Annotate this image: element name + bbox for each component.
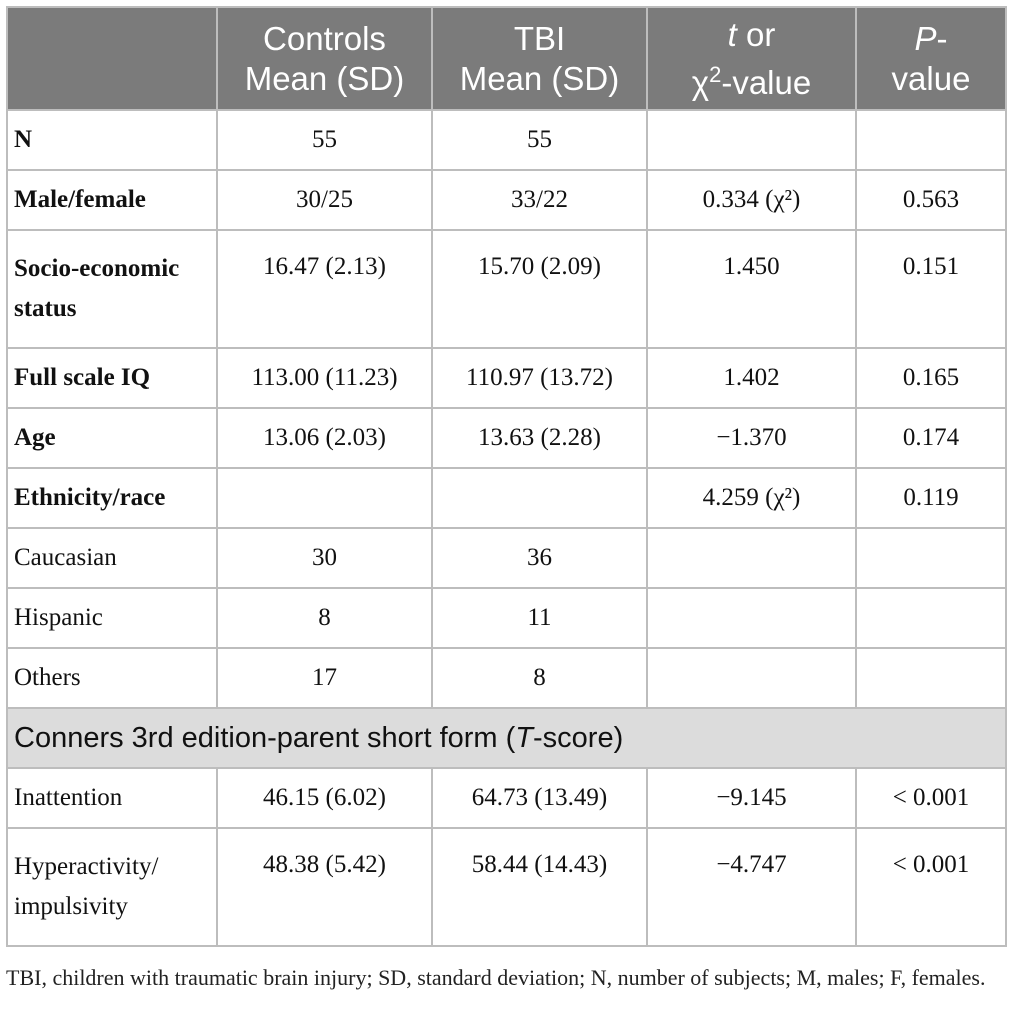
t-value-cell xyxy=(646,587,857,649)
controls-cell xyxy=(216,467,433,529)
header-row: Controls Mean (SD) TBI Mean (SD) t or χ2… xyxy=(6,6,1007,111)
section-title: Conners 3rd edition-parent short form (T… xyxy=(6,707,1007,769)
section-title-suffix: -score) xyxy=(533,721,624,754)
tbi-cell: 33/22 xyxy=(431,169,648,231)
table-container: Controls Mean (SD) TBI Mean (SD) t or χ2… xyxy=(6,6,1007,995)
header-tbi: TBI Mean (SD) xyxy=(431,6,648,111)
p-value-cell xyxy=(855,527,1007,589)
controls-cell: 13.06 (2.03) xyxy=(216,407,433,469)
row-label: Inattention xyxy=(6,767,218,829)
t-value-cell: 4.259 (χ²) xyxy=(646,467,857,529)
controls-cell: 113.00 (11.23) xyxy=(216,347,433,409)
tbi-cell: 11 xyxy=(431,587,648,649)
table-footnote: TBI, children with traumatic brain injur… xyxy=(6,965,986,990)
p-value-cell: 0.563 xyxy=(855,169,1007,231)
tbi-cell: 36 xyxy=(431,527,648,589)
tbi-cell: 55 xyxy=(431,109,648,171)
row-label: Others xyxy=(6,647,218,709)
table-row: Caucasian 30 36 xyxy=(6,527,1007,589)
table-row: Age 13.06 (2.03) 13.63 (2.28) −1.370 0.1… xyxy=(6,407,1007,469)
header-controls-line1: Controls xyxy=(263,19,386,57)
p-value-cell: 0.165 xyxy=(855,347,1007,409)
table-row: Full scale IQ 113.00 (11.23) 110.97 (13.… xyxy=(6,347,1007,409)
row-label: Age xyxy=(6,407,218,469)
tbi-cell: 64.73 (13.49) xyxy=(431,767,648,829)
section-title-italic: T xyxy=(515,721,534,754)
header-test-line1: t or xyxy=(654,15,849,55)
demographics-table: Controls Mean (SD) TBI Mean (SD) t or χ2… xyxy=(6,6,1007,947)
row-label: Full scale IQ xyxy=(6,347,218,409)
controls-cell: 48.38 (5.42) xyxy=(216,827,433,947)
t-value-cell xyxy=(646,647,857,709)
p-value-cell: < 0.001 xyxy=(855,767,1007,829)
controls-cell: 55 xyxy=(216,109,433,171)
header-controls-line2: Mean (SD) xyxy=(244,59,405,97)
row-label: Male/female xyxy=(6,169,218,231)
tbi-cell: 15.70 (2.09) xyxy=(431,229,648,349)
t-value-cell: 1.402 xyxy=(646,347,857,409)
p-value-cell: 0.151 xyxy=(855,229,1007,349)
header-tbi-line2: Mean (SD) xyxy=(459,59,620,97)
section-header-row: Conners 3rd edition-parent short form (T… xyxy=(6,707,1007,769)
header-t-rest: or xyxy=(736,15,776,53)
tbi-cell: 13.63 (2.28) xyxy=(431,407,648,469)
header-p-line2: value xyxy=(891,59,971,97)
tbi-cell: 58.44 (14.43) xyxy=(431,827,648,947)
t-value-cell: 1.450 xyxy=(646,229,857,349)
controls-cell: 8 xyxy=(216,587,433,649)
tbi-cell xyxy=(431,467,648,529)
controls-cell: 17 xyxy=(216,647,433,709)
header-tbi-line1: TBI xyxy=(513,19,566,57)
row-label: Socio-economic status xyxy=(6,229,218,349)
table-row: N 55 55 xyxy=(6,109,1007,171)
table-row: Male/female 30/25 33/22 0.334 (χ²) 0.563 xyxy=(6,169,1007,231)
t-value-cell: 0.334 (χ²) xyxy=(646,169,857,231)
t-value-cell: −9.145 xyxy=(646,767,857,829)
header-controls: Controls Mean (SD) xyxy=(216,6,433,111)
controls-cell: 30/25 xyxy=(216,169,433,231)
header-test-line2: χ2-value xyxy=(654,55,849,103)
p-value-cell: 0.174 xyxy=(855,407,1007,469)
header-test-value: t or χ2-value xyxy=(646,6,857,111)
table-body: N 55 55 Male/female 30/25 33/22 0.334 (χ… xyxy=(6,109,1007,947)
row-label: Hispanic xyxy=(6,587,218,649)
row-label: Ethnicity/race xyxy=(6,467,218,529)
t-value-cell: −1.370 xyxy=(646,407,857,469)
header-chi-sup: 2 xyxy=(709,61,722,87)
tbi-cell: 8 xyxy=(431,647,648,709)
table-header: Controls Mean (SD) TBI Mean (SD) t or χ2… xyxy=(6,6,1007,111)
t-value-cell: −4.747 xyxy=(646,827,857,947)
p-value-cell: 0.119 xyxy=(855,467,1007,529)
section-title-prefix: Conners 3rd edition-parent short form ( xyxy=(14,721,516,754)
table-row: Hispanic 8 11 xyxy=(6,587,1007,649)
tbi-cell: 110.97 (13.72) xyxy=(431,347,648,409)
row-label: Caucasian xyxy=(6,527,218,589)
header-p-rest: - xyxy=(936,19,948,57)
header-p-value: P- value xyxy=(855,6,1007,111)
table-row: Socio-economic status 16.47 (2.13) 15.70… xyxy=(6,229,1007,349)
controls-cell: 30 xyxy=(216,527,433,589)
p-value-cell xyxy=(855,647,1007,709)
p-value-cell: < 0.001 xyxy=(855,827,1007,947)
t-value-cell xyxy=(646,109,857,171)
p-value-cell xyxy=(855,109,1007,171)
table-row: Others 17 8 xyxy=(6,647,1007,709)
controls-cell: 46.15 (6.02) xyxy=(216,767,433,829)
header-p-line1: P- xyxy=(863,19,999,59)
p-value-cell xyxy=(855,587,1007,649)
table-row: Ethnicity/race 4.259 (χ²) 0.119 xyxy=(6,467,1007,529)
table-row: Inattention 46.15 (6.02) 64.73 (13.49) −… xyxy=(6,767,1007,829)
header-chi: χ xyxy=(691,63,710,101)
header-t-italic: t xyxy=(727,15,737,53)
row-label: N xyxy=(6,109,218,171)
t-value-cell xyxy=(646,527,857,589)
header-value-suffix: -value xyxy=(721,63,812,101)
row-label: Hyperactivity/ impulsivity xyxy=(6,827,218,947)
header-p-italic: P xyxy=(914,19,937,57)
header-empty-cell xyxy=(6,6,218,111)
table-row: Hyperactivity/ impulsivity 48.38 (5.42) … xyxy=(6,827,1007,947)
controls-cell: 16.47 (2.13) xyxy=(216,229,433,349)
